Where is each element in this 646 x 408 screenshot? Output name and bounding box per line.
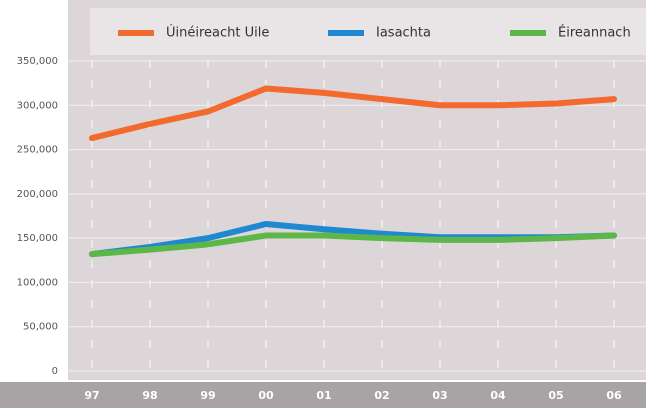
y-tick-label: 250,000 — [17, 145, 58, 156]
x-tick-label: 01 — [316, 389, 331, 402]
x-tick-label: 00 — [258, 389, 274, 402]
x-tick-label: 99 — [200, 389, 215, 402]
legend-swatch — [510, 30, 546, 36]
x-tick-label: 97 — [84, 389, 99, 402]
y-tick-label: 0 — [52, 366, 58, 377]
legend-label: Úinéireacht Uile — [166, 25, 269, 41]
y-tick-label: 300,000 — [17, 100, 58, 111]
legend-label: Iasachta — [376, 26, 431, 41]
legend-swatch — [118, 30, 154, 36]
x-tick-label: 98 — [142, 389, 157, 402]
y-tick-label: 100,000 — [17, 277, 58, 288]
series-line — [89, 85, 617, 142]
x-tick-label: 05 — [548, 389, 563, 402]
y-tick-label: 350,000 — [17, 56, 58, 67]
x-axis-band — [0, 382, 646, 408]
y-tick-label: 50,000 — [23, 322, 58, 333]
y-tick-label: 150,000 — [17, 233, 58, 244]
legend-swatch — [328, 30, 364, 36]
series-line — [89, 232, 617, 258]
x-tick-label: 06 — [606, 389, 622, 402]
y-tick-label: 200,000 — [17, 189, 58, 200]
x-tick-label: 04 — [490, 389, 506, 402]
legend-label: Éireannach — [558, 25, 631, 41]
plot-background — [68, 0, 646, 380]
legend-background — [90, 8, 646, 55]
x-tick-label: 03 — [432, 389, 447, 402]
x-tick-label: 02 — [374, 389, 389, 402]
